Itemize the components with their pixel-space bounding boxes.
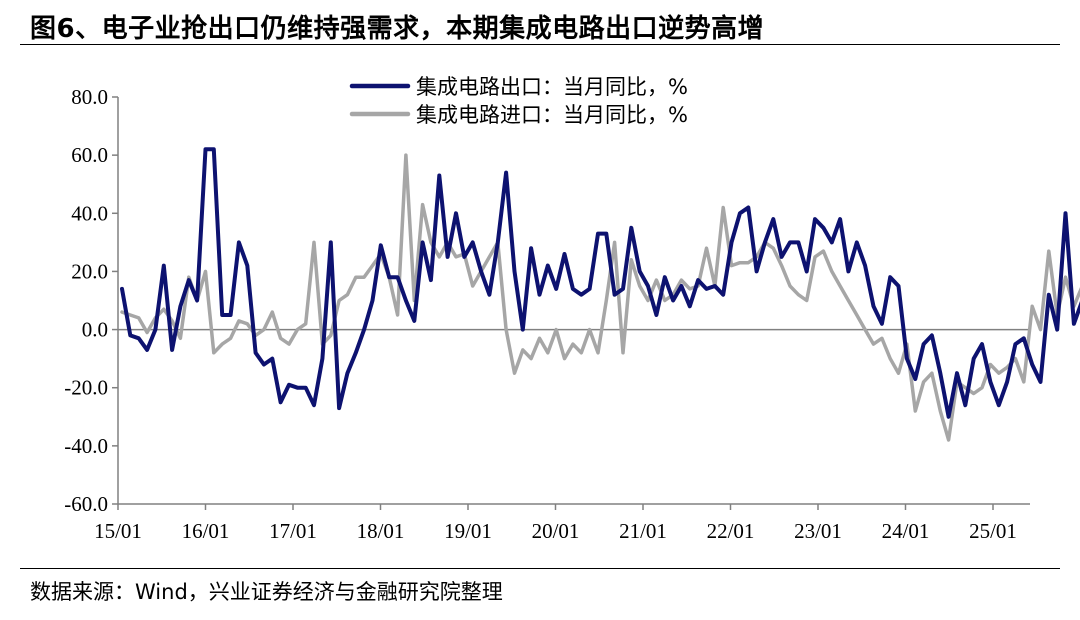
y-tick-label: -40.0	[64, 434, 108, 458]
x-axis: 15/01 16/01 17/01 18/01 19/01 20/01 21/01 22/01…	[94, 328, 1030, 543]
y-tick-label: 60.0	[71, 143, 108, 167]
x-tick-label: 15/01	[94, 519, 142, 543]
chart-title: 图6、电子业抢出口仍维持强需求，本期集成电路出口逆势高增	[30, 14, 765, 44]
x-tick-label: 22/01	[707, 519, 755, 543]
series-line-import	[120, 153, 1080, 442]
x-tick-label: 24/01	[882, 519, 930, 543]
title-rule	[20, 44, 1060, 45]
x-tick-label: 25/01	[969, 519, 1017, 543]
source-note: 数据来源：Wind，兴业证券经济与金融研究院整理	[30, 580, 503, 604]
legend-label: 集成电路进口：当月同比，%	[416, 103, 688, 127]
y-tick-label: 40.0	[71, 201, 108, 225]
y-tick-label: -60.0	[64, 492, 108, 516]
y-tick-label: -20.0	[64, 376, 108, 400]
source-rule	[20, 568, 1060, 569]
x-tick-label: 16/01	[182, 519, 230, 543]
legend-label: 集成电路出口：当月同比，%	[416, 75, 688, 99]
y-tick-label: 20.0	[71, 259, 108, 283]
y-tick-label: 0.0	[82, 318, 108, 342]
x-tick-label: 19/01	[444, 519, 492, 543]
x-tick-label: 20/01	[532, 519, 580, 543]
y-axis: 80.0 60.0 40.0 20.0 0.0 -20.0 -40.0 -60.0	[64, 85, 119, 516]
legend: 集成电路出口：当月同比，% 集成电路进口：当月同比，%	[349, 75, 688, 127]
x-tick-label: 23/01	[794, 519, 842, 543]
x-tick-label: 18/01	[357, 519, 405, 543]
y-tick-label: 80.0	[71, 85, 108, 109]
series-layer	[120, 147, 1080, 442]
series-line-export	[120, 147, 1080, 419]
line-chart: 80.0 60.0 40.0 20.0 0.0 -20.0 -40.0 -60.0 15/01…	[64, 75, 1080, 543]
x-tick-label: 21/01	[619, 519, 667, 543]
x-tick-label: 17/01	[269, 519, 317, 543]
